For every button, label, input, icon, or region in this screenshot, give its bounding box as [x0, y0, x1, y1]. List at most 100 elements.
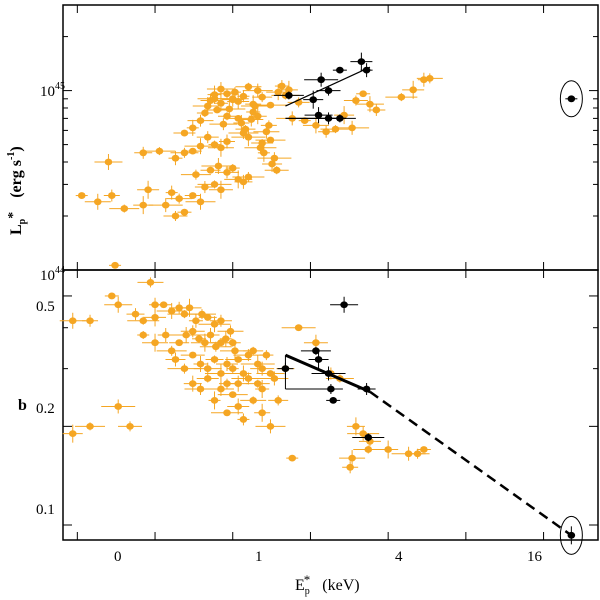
bottom-orange-point-39-marker — [231, 347, 239, 355]
top-orange-point-94 — [385, 93, 418, 102]
bottom-orange-point-4-marker — [68, 430, 77, 438]
top-orange-point-81-marker — [285, 86, 293, 94]
bottom-orange-point-1-marker — [68, 317, 77, 325]
top-black-point-8 — [350, 52, 373, 71]
bottom-ytick-label-2: 0.1 — [36, 502, 55, 518]
top-orange-point-57 — [248, 108, 267, 125]
bottom-orange-point-27-marker — [167, 347, 176, 355]
bottom-panel: 0.5 0.2 0.1 0 1 4 16 b Ep* (keV) — [18, 261, 599, 597]
top-orange-point-15-marker — [196, 198, 205, 206]
top-black-point-2 — [304, 72, 339, 87]
top-black-point-9-marker — [362, 66, 371, 74]
top-orange-point-54-marker — [247, 116, 256, 123]
bottom-orange-point-25-marker — [151, 339, 159, 347]
top-orange-point-7-marker — [180, 208, 189, 216]
bottom-ytick-label-1: 0.2 — [36, 401, 55, 417]
bottom-black-point-0 — [277, 362, 294, 375]
bottom-orange-point-35 — [209, 339, 232, 347]
top-orange-point-85 — [302, 117, 329, 134]
bottom-orange-point-49 — [225, 356, 252, 363]
top-orange-point-67-marker — [210, 91, 219, 98]
bottom-orange-point-44-marker — [203, 365, 212, 373]
top-black-series — [273, 52, 373, 125]
top-orange-point-69 — [217, 88, 236, 99]
bottom-orange-point-26-marker — [161, 331, 170, 339]
bottom-black-point-7 — [357, 383, 376, 396]
top-orange-point-24-marker — [210, 141, 219, 149]
top-orange-point-39-marker — [203, 102, 212, 110]
bottom-orange-point-27 — [156, 345, 187, 356]
bottom-highlight-ellipse-0 — [559, 515, 583, 555]
top-orange-point-30-marker — [223, 168, 231, 176]
top-orange-point-50-marker — [237, 119, 246, 127]
top-black-point-1 — [303, 90, 324, 109]
bottom-orange-point-17-marker — [180, 310, 189, 318]
top-orange-point-0 — [75, 192, 88, 199]
bottom-orange-point-62-marker — [223, 380, 231, 388]
bottom-orange-point-3-marker — [86, 422, 94, 430]
top-orange-point-31 — [225, 164, 240, 173]
bottom-black-point-6 — [330, 296, 359, 313]
bottom-orange-point-49-marker — [234, 356, 243, 363]
top-orange-point-34 — [232, 171, 265, 182]
bottom-black-point-5-marker — [329, 397, 338, 404]
bottom-orange-point-57-marker — [188, 380, 197, 388]
bottom-black-point-1 — [300, 346, 331, 355]
top-orange-point-3-marker — [120, 205, 129, 212]
bottom-extrapolation-line — [369, 390, 573, 537]
bottom-orange-point-82-marker — [359, 430, 367, 438]
top-orange-point-17 — [197, 180, 232, 189]
bottom-orange-point-42-marker — [188, 351, 197, 359]
bottom-orange-point-0 — [109, 261, 122, 269]
bottom-orange-point-6-marker — [126, 422, 134, 430]
bottom-orange-point-20-marker — [198, 310, 206, 318]
bottom-orange-point-34 — [199, 341, 232, 352]
top-orange-point-28 — [200, 166, 221, 174]
top-orange-point-29-marker — [214, 162, 223, 170]
top-orange-point-18 — [208, 180, 233, 199]
bottom-orange-point-70-marker — [223, 409, 231, 417]
bottom-orange-point-9 — [126, 308, 145, 321]
top-orange-point-14-marker — [188, 192, 197, 199]
bottom-orange-point-81 — [346, 417, 365, 436]
top-black-point-0 — [273, 91, 304, 100]
bottom-orange-point-75-marker — [266, 422, 275, 430]
bottom-orange-point-24 — [137, 331, 150, 340]
bottom-orange-point-40-marker — [171, 356, 180, 363]
bottom-orange-point-44 — [193, 362, 222, 375]
bottom-orange-point-88-marker — [384, 446, 392, 453]
bottom-orange-point-76-marker — [274, 397, 282, 404]
top-orange-point-25 — [207, 138, 234, 157]
bottom-orange-point-60-marker — [210, 397, 219, 404]
top-orange-point-91-marker — [359, 90, 367, 98]
bottom-orange-point-13-marker — [146, 278, 155, 286]
bottom-black-point-4 — [318, 384, 343, 395]
bottom-orange-point-65-marker — [244, 375, 253, 382]
bottom-orange-point-54 — [250, 361, 275, 376]
top-black-point-5-marker — [314, 111, 323, 119]
bottom-orange-point-14-marker — [159, 301, 168, 309]
bottom-ytick-label-0: 0.5 — [36, 299, 55, 315]
bottom-orange-point-18-marker — [185, 304, 194, 312]
top-orange-point-9-marker — [139, 149, 148, 157]
top-orange-point-8 — [94, 153, 123, 170]
bottom-orange-point-77-marker — [294, 324, 303, 332]
top-black-point-8-marker — [357, 58, 366, 66]
bottom-orange-point-43 — [193, 355, 208, 372]
bottom-orange-point-65 — [231, 372, 266, 385]
top-orange-point-68-marker — [217, 85, 225, 93]
bottom-orange-point-22 — [198, 316, 231, 333]
top-orange-point-62-marker — [265, 121, 273, 129]
top-black-point-3 — [316, 85, 341, 96]
bottom-orange-point-23-marker — [217, 317, 225, 325]
bottom-black-point-0-marker — [281, 365, 290, 373]
bottom-orange-point-11-marker — [151, 314, 159, 321]
bottom-orange-point-45-marker — [210, 356, 219, 363]
top-orange-point-94-marker — [397, 93, 406, 101]
bottom-orange-point-36 — [219, 330, 232, 347]
bottom-orange-point-86 — [342, 461, 359, 474]
top-orange-point-48-marker — [231, 88, 239, 96]
top-orange-point-15 — [185, 193, 216, 210]
top-black-point-4-marker — [336, 66, 344, 74]
top-orange-point-52-marker — [241, 125, 250, 133]
